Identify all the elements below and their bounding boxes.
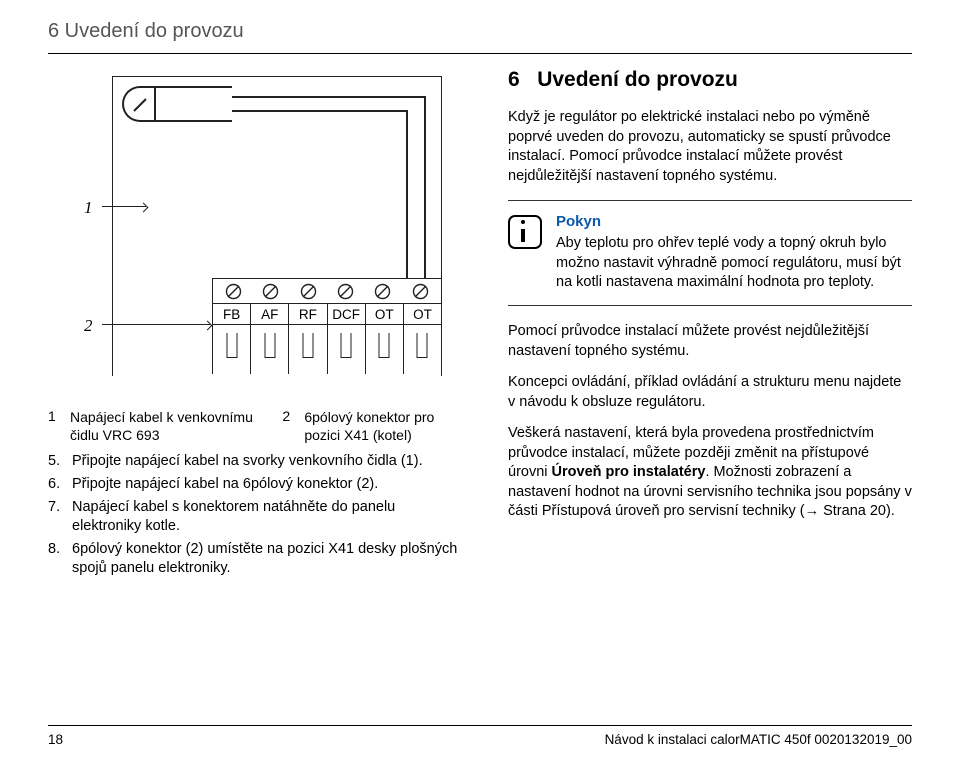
step-text: Připojte napájecí kabel na 6pólový konek… [72, 475, 378, 495]
note-box: Pokyn Aby teplotu pro ohřev teplé vody a… [508, 200, 912, 306]
diagram-ref-1: 1 [84, 198, 93, 218]
terminal-label: DCF [328, 304, 366, 324]
legend-num: 2 [282, 408, 296, 444]
note-title: Pokyn [556, 213, 912, 230]
header-rule [48, 53, 912, 54]
diagram-ref-2: 2 [84, 316, 93, 336]
emphasis-text: Úroveň pro instalatéry [552, 464, 706, 480]
legend-num: 1 [48, 408, 62, 444]
intro-paragraph: Když je regulátor po elektrické instalac… [508, 108, 912, 186]
legend-text: 6pólový konektor pro pozici X41 (kotel) [304, 408, 468, 444]
terminal-label: OT [404, 304, 441, 324]
doc-id: Návod k instalaci calorMATIC 450f 002013… [605, 732, 912, 747]
step-item: Připojte napájecí kabel na svorky venkov… [48, 452, 468, 472]
terminal-block-icon: FB AF RF DCF OT OT [212, 278, 442, 374]
wiring-diagram: 1 FB AF RF DC [48, 68, 448, 394]
step-list: Připojte napájecí kabel na svorky venkov… [48, 452, 468, 578]
terminal-label: OT [366, 304, 404, 324]
page: 6 Uvedení do provozu 1 [0, 0, 960, 765]
step-item: Napájecí kabel s konektorem natáhněte do… [48, 498, 468, 537]
step-text: Připojte napájecí kabel na svorky venkov… [72, 452, 423, 472]
outdoor-sensor-icon [122, 86, 232, 122]
body-paragraph: Koncepci ovládání, příklad ovládání a st… [508, 373, 912, 412]
body-paragraph: Pomocí průvodce instalací můžete provést… [508, 322, 912, 361]
terminal-label: AF [251, 304, 289, 324]
step-item: Připojte napájecí kabel na 6pólový konek… [48, 475, 468, 495]
page-footer: 18 Návod k instalaci calorMATIC 450f 002… [48, 725, 912, 747]
section-name: Uvedení do provozu [537, 68, 738, 91]
info-icon [508, 215, 542, 249]
step-text: Napájecí kabel s konektorem natáhněte do… [72, 498, 468, 537]
page-number: 18 [48, 732, 63, 747]
note-content: Pokyn Aby teplotu pro ohřev teplé vody a… [556, 213, 912, 293]
legend-text: Napájecí kabel k venkovnímu čidlu VRC 69… [70, 408, 258, 444]
terminal-labels: FB AF RF DCF OT OT [213, 303, 441, 325]
legend-item: 1 Napájecí kabel k venkovnímu čidlu VRC … [48, 408, 258, 444]
terminal-label: FB [213, 304, 251, 324]
note-text: Aby teplotu pro ohřev teplé vody a topný… [556, 234, 912, 293]
section-number: 6 [508, 68, 520, 91]
running-header: 6 Uvedení do provozu [48, 20, 912, 43]
left-column: 1 FB AF RF DC [48, 68, 468, 582]
terminal-label: RF [289, 304, 327, 324]
body-paragraph: Veškerá nastavení, která byla provedena … [508, 424, 912, 522]
legend-item: 2 6pólový konektor pro pozici X41 (kotel… [282, 408, 468, 444]
right-column: 6 Uvedení do provozu Když je regulátor p… [508, 68, 912, 582]
step-text: 6pólový konektor (2) umístěte na pozici … [72, 540, 468, 579]
section-title: 6 Uvedení do provozu [508, 68, 912, 92]
diagram-legend: 1 Napájecí kabel k venkovnímu čidlu VRC … [48, 408, 468, 444]
step-item: 6pólový konektor (2) umístěte na pozici … [48, 540, 468, 579]
two-column-layout: 1 FB AF RF DC [48, 68, 912, 582]
